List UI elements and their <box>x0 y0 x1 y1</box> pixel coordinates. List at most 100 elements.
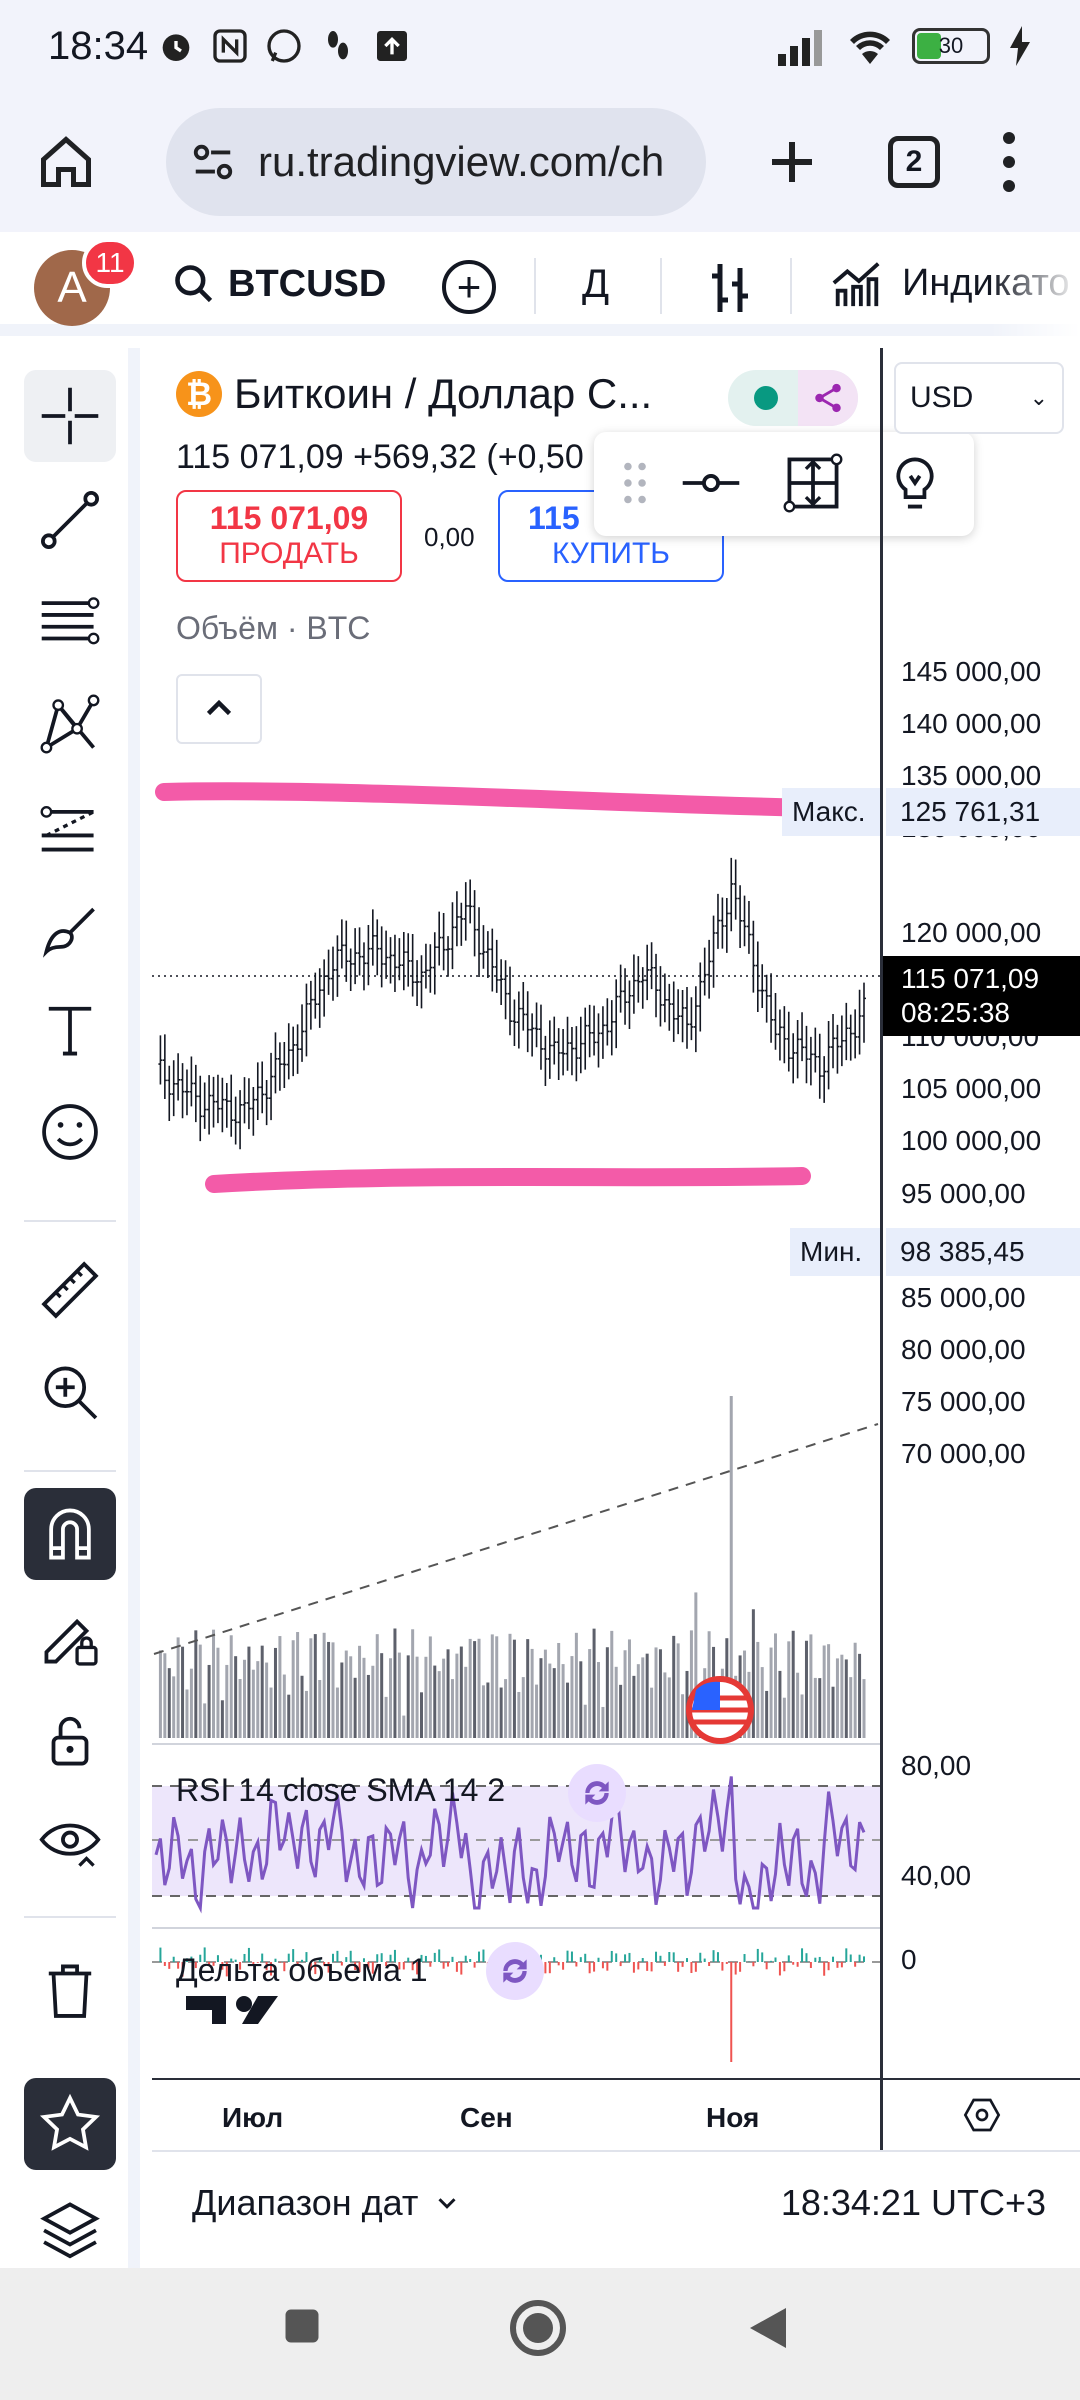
crosshair-tool[interactable] <box>24 370 116 462</box>
lock-drawings-tool[interactable] <box>24 1694 116 1786</box>
fib-retracement-tool[interactable] <box>24 576 116 668</box>
long-position-icon[interactable] <box>780 450 846 516</box>
text-icon <box>48 1006 92 1056</box>
chart-area[interactable]: ₿ Биткоин / Доллар С... 115 071,09 +569,… <box>152 348 1080 2268</box>
price-tick-label: 95 000,00 <box>901 1177 1026 1209</box>
price-bar <box>432 932 437 995</box>
trash-icon <box>48 1964 92 2018</box>
chart-top-toolbar: A 11 BTCUSD + Д Индикато <box>0 236 1080 336</box>
tab-switcher-button[interactable]: 2 <box>888 136 940 188</box>
symbol-search-button[interactable]: BTCUSD <box>172 262 386 306</box>
volume-bar <box>353 1677 357 1738</box>
brush-icon <box>42 907 95 958</box>
magnet-tool[interactable] <box>24 1488 116 1580</box>
trend-line-tool[interactable] <box>24 474 116 566</box>
share-icon[interactable] <box>798 370 858 426</box>
back-icon[interactable] <box>746 2304 790 2352</box>
floating-drawing-toolbar[interactable] <box>594 432 974 536</box>
avatar[interactable]: A <box>34 250 110 326</box>
delta-bar <box>340 1962 343 1966</box>
emoji-tool[interactable] <box>24 1086 116 1178</box>
volume-bar <box>167 1668 171 1738</box>
volume-legend[interactable]: Объём · BTC <box>176 610 371 646</box>
currency-select[interactable]: USD ⌄ <box>894 362 1064 434</box>
site-settings-icon[interactable] <box>190 139 236 185</box>
pattern-tool[interactable] <box>24 678 116 770</box>
delta-bar <box>203 1947 206 1962</box>
date-range-button[interactable]: Диапазон дат <box>192 2182 462 2224</box>
delta-bar <box>801 1948 804 1962</box>
price-bar <box>512 999 517 1047</box>
new-tab-icon[interactable] <box>762 132 822 192</box>
text-tool[interactable] <box>24 984 116 1076</box>
url-bar[interactable]: ru.tradingview.com/ch <box>166 108 706 216</box>
price-bar <box>207 1075 212 1135</box>
delta-bar <box>845 1948 848 1962</box>
delta-bar <box>681 1962 684 1967</box>
volume-delta-legend[interactable]: Дельта объема 1 <box>176 1952 428 1988</box>
delta-bar <box>239 1962 242 1970</box>
horizontal-line-icon[interactable] <box>678 450 744 516</box>
symbol-legend[interactable]: ₿ Биткоин / Доллар С... <box>176 370 652 418</box>
delta-bar <box>553 1957 556 1962</box>
price-bar <box>286 1023 291 1080</box>
forecast-tool[interactable] <box>24 780 116 872</box>
volume-bar <box>818 1678 822 1738</box>
drag-handle-icon[interactable] <box>602 450 668 516</box>
chart-clock[interactable]: 18:34:21 UTC+3 <box>780 2182 1046 2223</box>
price-bar <box>645 944 650 1001</box>
drawing-toolbar <box>0 348 140 2268</box>
remove-drawings-tool[interactable] <box>24 1944 116 2036</box>
rsi-sync-icon[interactable] <box>568 1764 626 1822</box>
zoom-tool[interactable] <box>24 1346 116 1438</box>
price-bar <box>583 1007 588 1070</box>
chart-settings-button[interactable] <box>880 2078 1080 2150</box>
lightbulb-icon[interactable] <box>882 450 948 516</box>
collapse-legend-button[interactable] <box>176 674 262 744</box>
volume-bar <box>605 1647 609 1738</box>
price-bar <box>300 1004 305 1062</box>
price-bar <box>291 1026 296 1077</box>
favorites-tool[interactable] <box>24 2078 116 2170</box>
price-bar <box>817 1033 822 1099</box>
home-icon[interactable] <box>36 132 96 192</box>
delta-bar <box>451 1956 454 1962</box>
price-bar <box>481 925 486 969</box>
price-chart-canvas[interactable] <box>152 348 880 2078</box>
time-axis[interactable]: Июл Сен Ноя <box>152 2078 880 2150</box>
delta-bar <box>579 1957 582 1962</box>
status-bar: 18:34 30 <box>0 0 1080 92</box>
time-tick-label: Ноя <box>706 2102 760 2133</box>
volume-bar <box>645 1653 649 1738</box>
compare-symbol-button[interactable]: + <box>442 260 496 314</box>
price-bar <box>618 964 623 1013</box>
brush-tool[interactable] <box>24 882 116 974</box>
volume-bar <box>420 1692 423 1738</box>
price-bar <box>702 947 707 996</box>
volume-bar <box>477 1638 481 1738</box>
delta-bar <box>849 1954 852 1962</box>
lock-drawing-mode-tool[interactable] <box>24 1592 116 1684</box>
price-bar <box>251 1087 256 1136</box>
delta-bar <box>314 1962 317 1975</box>
measure-tool[interactable] <box>24 1244 116 1336</box>
sell-button[interactable]: 115 071,09 ПРОДАТЬ <box>176 490 402 582</box>
recents-icon[interactable] <box>280 2304 324 2348</box>
price-bar <box>813 1027 818 1073</box>
delta-sync-icon[interactable] <box>486 1942 544 2000</box>
delta-bar <box>774 1957 777 1962</box>
price-bar <box>848 1014 853 1061</box>
status-time: 18:34 <box>48 23 149 68</box>
market-status-pill[interactable] <box>728 370 858 426</box>
chart-type-bars-icon[interactable] <box>708 260 752 316</box>
delta-bar <box>814 1957 817 1962</box>
interval-button[interactable]: Д <box>582 262 610 306</box>
price-bar <box>490 928 495 992</box>
object-tree-tool[interactable] <box>24 2182 116 2274</box>
price-bar <box>428 944 433 993</box>
browser-menu-icon[interactable] <box>1002 132 1016 192</box>
hide-drawings-tool[interactable] <box>24 1796 116 1888</box>
home-nav-icon[interactable] <box>508 2298 568 2358</box>
rsi-legend[interactable]: RSI 14 close SMA 14 2 <box>176 1772 506 1808</box>
